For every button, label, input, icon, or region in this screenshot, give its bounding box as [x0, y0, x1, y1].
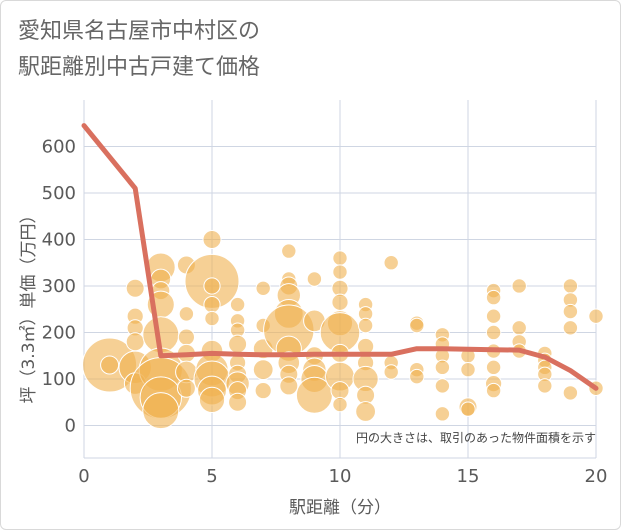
data-bubble: [409, 368, 425, 385]
data-bubble: [357, 317, 374, 334]
y-tick-label: 100: [42, 369, 76, 390]
data-bubble: [203, 295, 221, 314]
chart-title: 愛知県名古屋市中村区の 駅距離別中古戸建て価格: [18, 14, 260, 86]
data-bubble: [537, 378, 553, 394]
data-bubble: [434, 359, 451, 376]
data-bubble: [332, 396, 348, 413]
chart-title-line-1: 愛知県名古屋市中村区の: [18, 19, 261, 44]
data-bubble: [383, 255, 399, 271]
data-bubble: [100, 355, 120, 375]
data-bubble: [252, 359, 274, 381]
data-bubble: [203, 277, 221, 295]
data-bubble: [434, 406, 451, 422]
data-bubble: [125, 278, 145, 298]
trend-line: [81, 123, 599, 391]
x-tick-label: 20: [585, 466, 608, 487]
data-bubble: [355, 401, 377, 422]
data-bubble: [306, 271, 323, 287]
data-bubble: [409, 317, 425, 334]
data-bubble: [434, 378, 451, 394]
data-bubble: [255, 280, 271, 296]
y-tick-label: 600: [42, 136, 76, 157]
data-bubble: [228, 334, 248, 354]
data-bubble: [485, 324, 502, 341]
data-bubble: [204, 310, 220, 327]
data-bubble: [331, 293, 349, 311]
data-bubble: [281, 243, 297, 259]
data-bubble: [198, 386, 226, 413]
data-bubble: [279, 376, 299, 396]
y-tick-label: 500: [42, 183, 76, 204]
x-tick-label: 15: [457, 466, 480, 487]
data-bubble: [460, 401, 476, 417]
data-bubble: [332, 250, 348, 266]
y-tick-label: 300: [42, 276, 76, 297]
x-axis-title: 駅距離（分）: [289, 498, 391, 518]
y-tick-label: 0: [65, 415, 76, 436]
chart-note: 円の大きさは、取引のあった物件面積を示す: [356, 430, 596, 445]
data-bubble: [511, 320, 527, 336]
chart-title-line-2: 駅距離別中古戸建て価格: [18, 55, 261, 80]
data-bubble: [511, 278, 527, 294]
data-bubble: [383, 364, 399, 380]
data-bubble: [460, 361, 476, 378]
data-bubble: [254, 381, 272, 400]
data-bubble: [229, 296, 246, 313]
data-bubble: [562, 385, 579, 401]
y-tick-label: 400: [42, 229, 76, 250]
data-bubble: [178, 306, 195, 322]
data-bubble: [332, 264, 348, 280]
bubble-layer: [82, 229, 604, 430]
data-bubble: [202, 229, 222, 249]
data-bubble: [142, 392, 180, 430]
data-bubble: [588, 308, 604, 324]
data-bubble: [562, 278, 579, 294]
x-tick-label: 10: [329, 466, 352, 487]
x-tick-label: 5: [206, 466, 217, 487]
data-bubble: [485, 308, 502, 324]
data-bubble: [125, 332, 145, 352]
y-tick-label: 200: [42, 322, 76, 343]
x-tick-label: 0: [78, 466, 89, 487]
data-bubble: [485, 382, 502, 399]
data-bubble: [176, 378, 196, 398]
data-bubble: [485, 359, 502, 376]
data-bubble: [562, 320, 579, 336]
data-bubble: [562, 303, 579, 320]
trend-line-layer: [81, 123, 599, 391]
y-axis-title: 坪（3.3㎡）単価（万円）: [19, 206, 39, 403]
data-bubble: [177, 328, 195, 346]
data-bubble: [485, 289, 502, 306]
data-bubble: [228, 392, 248, 412]
